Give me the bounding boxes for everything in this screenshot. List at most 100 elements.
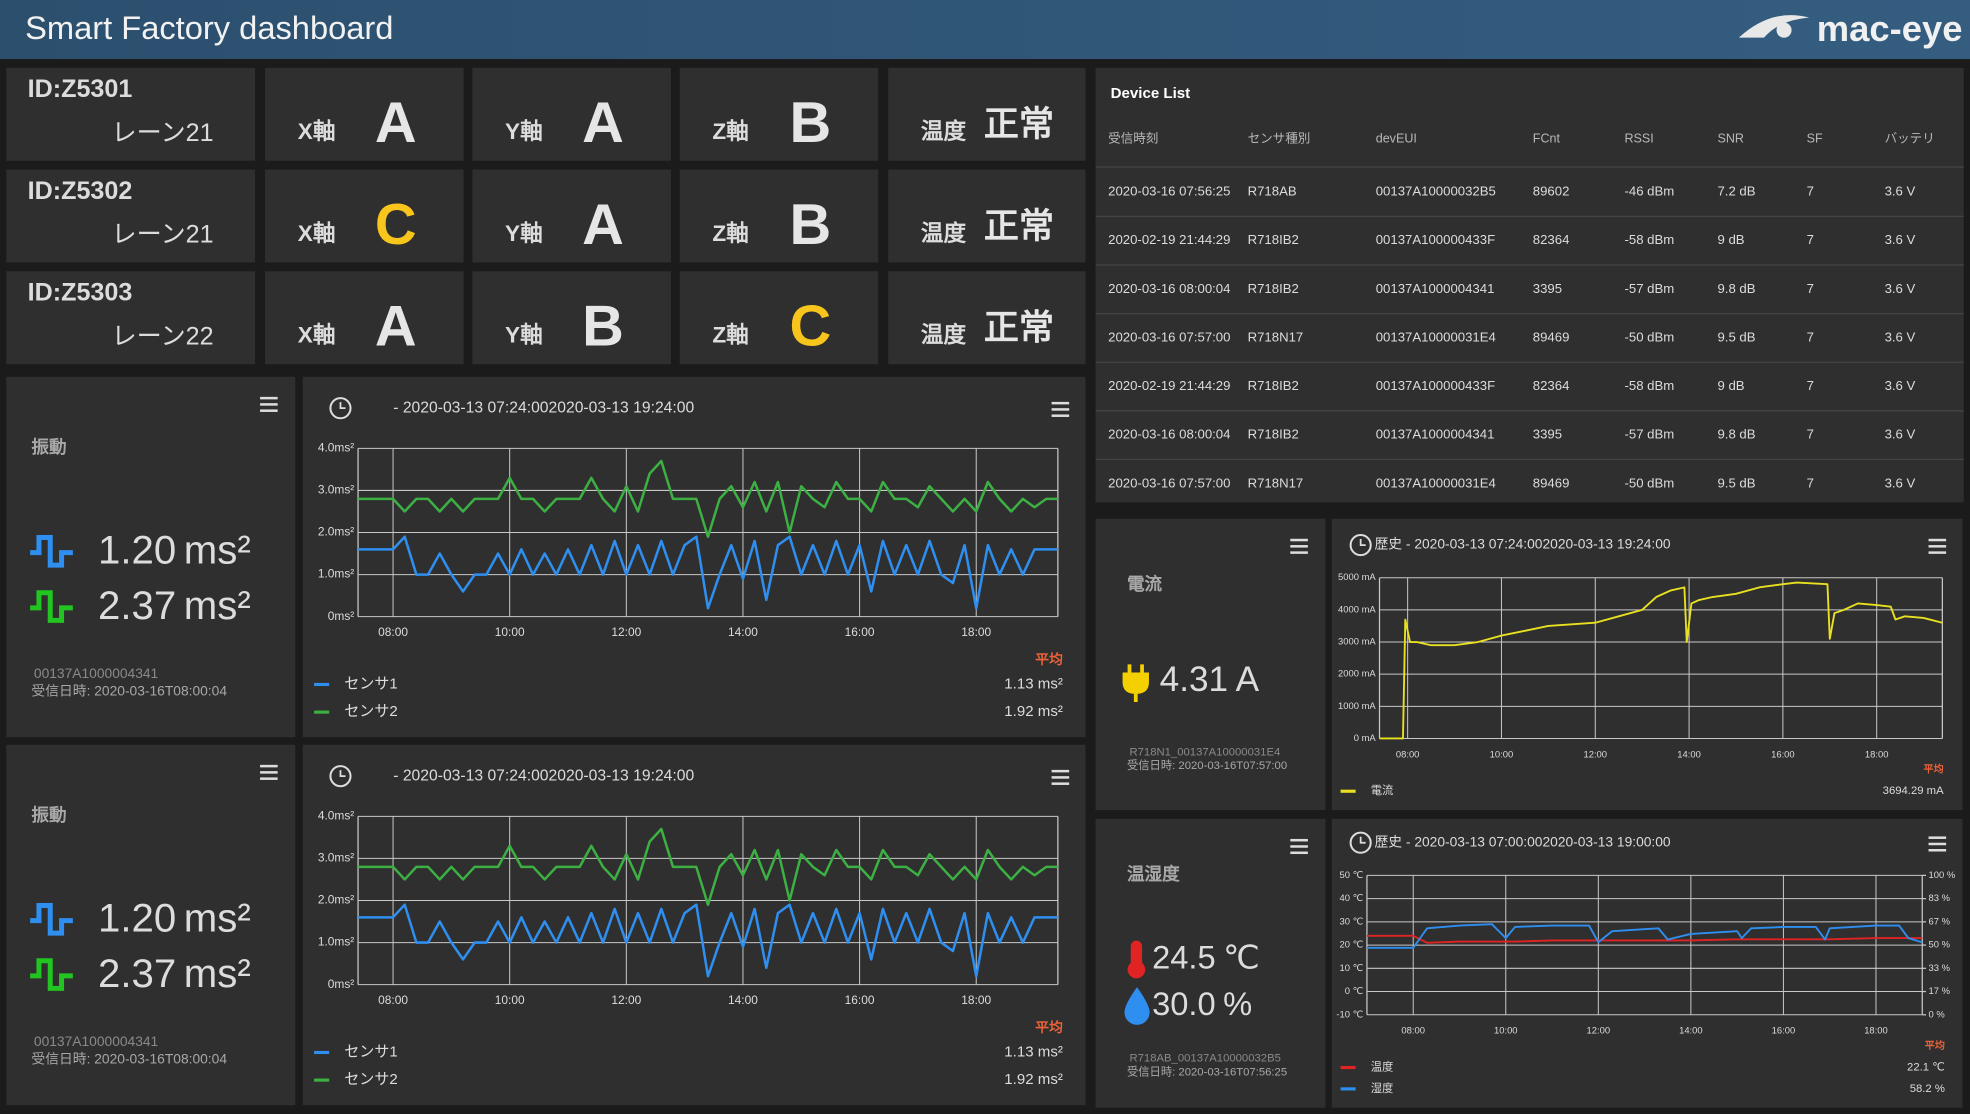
grade-card (679, 169, 879, 263)
grade-card (679, 271, 879, 365)
reading-value: 4.31 (1160, 660, 1228, 699)
cell: 2020-03-16 07:56:25 (1108, 184, 1230, 199)
clock-icon (1349, 831, 1372, 854)
menu-button[interactable] (1051, 401, 1070, 417)
menu-bar (260, 771, 278, 774)
y2-tick-label: 100 % (1929, 869, 1956, 880)
received-at: 受信日時: 2020-03-16T07:56:25 (1127, 1066, 1287, 1079)
id-card (6, 169, 256, 263)
stat-card (1095, 518, 1326, 811)
cell: 7 (1807, 184, 1814, 199)
axis-label: Z軸 (712, 221, 748, 246)
reading-value: 2.37 (98, 582, 176, 627)
card-title: 振動 (31, 437, 66, 457)
y-tick-label: 10 ℃ (1340, 962, 1364, 973)
y-tick-label: 3000 mA (1338, 636, 1376, 647)
menu-button[interactable] (260, 396, 278, 412)
grade: A (375, 295, 417, 359)
cell: 00137A1000004341 (1376, 281, 1495, 296)
series-line (1379, 581, 1943, 740)
wave-icon (30, 535, 73, 568)
cell: 00137A1000004341 (1376, 427, 1495, 442)
menu-button[interactable] (1928, 836, 1947, 852)
menu-bar (260, 409, 278, 412)
chart-title: - 2020-03-13 07:24:002020-03-13 19:24:00 (393, 767, 694, 784)
reading: 30.0% (1152, 985, 1252, 1022)
chart-panel (302, 744, 1086, 1106)
chart-panel (1331, 818, 1963, 1108)
x-tick-label: 14:00 (728, 993, 758, 1007)
menu-bar (1290, 551, 1308, 554)
clock-hands (339, 770, 346, 778)
x-tick-label: 18:00 (961, 625, 991, 639)
device-list-panel (1095, 67, 1964, 503)
series-line (1366, 923, 1923, 949)
cell: 82364 (1533, 232, 1570, 247)
cell: -58 dBm (1624, 378, 1674, 393)
clock-hands (1359, 836, 1366, 844)
menu-bar (260, 396, 278, 400)
cell: 3.6 V (1885, 232, 1916, 247)
menu-button[interactable] (1290, 838, 1308, 855)
series-line (358, 827, 1058, 906)
menu-button[interactable] (1051, 769, 1070, 785)
grade: C (790, 295, 832, 359)
grade: B (582, 295, 624, 359)
menu-button[interactable] (1290, 538, 1308, 554)
x-tick-label: 16:00 (845, 625, 875, 639)
cell: 7 (1807, 378, 1814, 393)
reading-unit: ms² (184, 895, 251, 940)
sensor-id: ID:Z5303 (28, 279, 133, 307)
column-header: SF (1807, 132, 1823, 146)
cell: 9.8 dB (1717, 427, 1755, 442)
menu-bar (1051, 776, 1070, 779)
grade: A (582, 91, 624, 155)
cell: 00137A10000032B5 (1376, 184, 1496, 199)
cell: 89602 (1533, 184, 1570, 199)
x-tick-label: 10:00 (1494, 1025, 1518, 1036)
x-tick-label: 12:00 (1587, 1025, 1611, 1036)
column-header: バッテリ (1885, 132, 1935, 146)
y2-tick-label: 17 % (1929, 985, 1951, 996)
menu-bar (1928, 842, 1947, 846)
lane: レーン21 (112, 119, 214, 147)
cell: 7 (1807, 427, 1814, 442)
cell: 3.6 V (1885, 378, 1916, 393)
cell: 3395 (1533, 281, 1562, 296)
y2-tick-label: 0 % (1929, 1008, 1946, 1019)
x-tick-label: 16:00 (1771, 748, 1795, 759)
legend-label: センサ2 (344, 703, 398, 720)
chart-title: 歴史 - 2020-03-13 07:24:002020-03-13 19:24… (1374, 536, 1670, 552)
reading-value: 24.5 (1152, 938, 1216, 975)
cell: 9.8 dB (1717, 281, 1755, 296)
legend-average: 1.92 ms² (1004, 1071, 1063, 1088)
y-tick-label: 1000 mA (1338, 700, 1376, 711)
id-card (6, 271, 256, 365)
average-title: 平均 (1035, 1019, 1063, 1035)
cell: R718N17 (1248, 329, 1304, 344)
x-tick-label: 16:00 (1772, 1025, 1796, 1036)
y2-tick-label: 33 % (1929, 962, 1951, 973)
menu-button[interactable] (1928, 538, 1947, 554)
menu-bar (1051, 408, 1070, 411)
lane: レーン21 (112, 221, 214, 249)
y-tick-label: 2000 mA (1338, 668, 1376, 679)
cell: R718IB2 (1248, 427, 1299, 442)
axis-label: 温度 (921, 322, 967, 348)
axis-label: Y軸 (505, 323, 543, 348)
x-tick-label: 08:00 (1401, 1025, 1425, 1036)
y-tick-label: 50 ℃ (1340, 869, 1364, 880)
header-bar (0, 0, 1970, 60)
reading-unit: A (1236, 660, 1260, 699)
menu-button[interactable] (260, 764, 278, 780)
y-tick-label: 0 mA (1354, 732, 1377, 743)
grade: B (790, 193, 832, 257)
logo-text: mac-eye (1817, 8, 1963, 49)
menu-bar (260, 777, 278, 780)
grade: 正常 (984, 309, 1054, 348)
menu-bar (1928, 551, 1947, 554)
y-tick-label: 0 ℃ (1345, 985, 1364, 996)
menu-bar (1051, 782, 1070, 785)
reading-value: 2.37 (98, 950, 176, 995)
y-tick-label: 1.0ms² (318, 567, 354, 581)
